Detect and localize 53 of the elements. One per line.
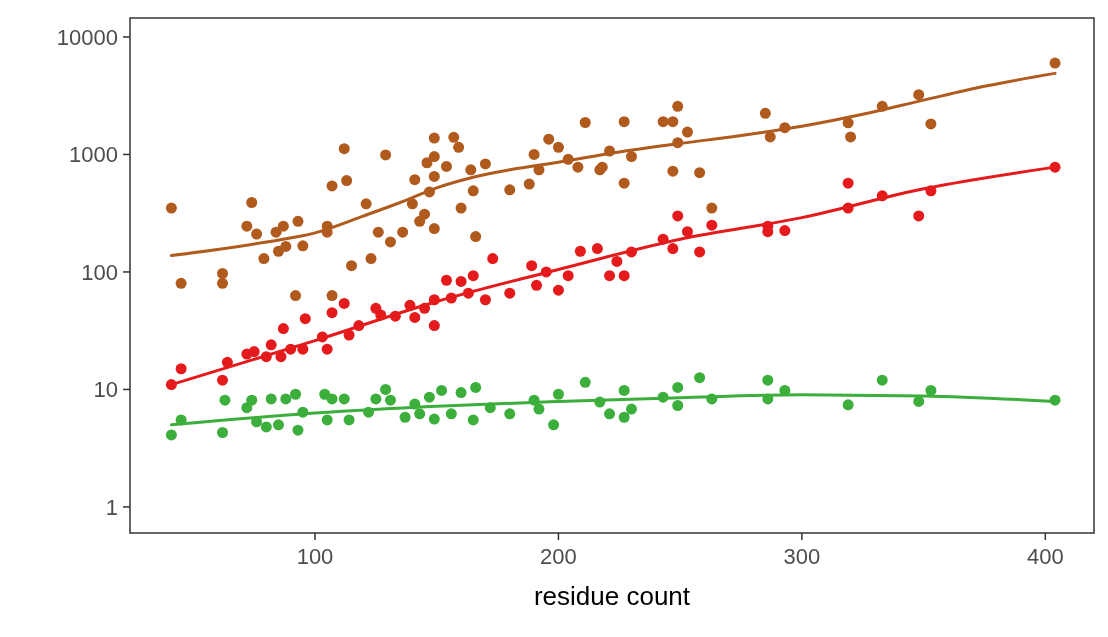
point bbox=[399, 411, 411, 423]
point bbox=[618, 411, 630, 423]
point bbox=[165, 429, 177, 441]
point bbox=[273, 419, 284, 431]
point bbox=[290, 388, 302, 400]
point bbox=[842, 399, 854, 411]
point bbox=[470, 381, 482, 393]
point bbox=[533, 403, 545, 415]
y-tick-label: 1000 bbox=[69, 142, 118, 168]
point bbox=[467, 414, 479, 426]
point bbox=[414, 408, 426, 420]
x-axis-title: residue count bbox=[533, 581, 691, 611]
point bbox=[672, 381, 684, 393]
point bbox=[548, 419, 560, 431]
point bbox=[292, 424, 304, 436]
point bbox=[423, 391, 435, 403]
point bbox=[428, 413, 440, 425]
point bbox=[579, 376, 591, 388]
point bbox=[343, 414, 355, 426]
point bbox=[455, 387, 467, 399]
x-tick-label: 200 bbox=[540, 544, 577, 569]
point bbox=[219, 394, 231, 406]
point bbox=[370, 393, 382, 405]
point bbox=[925, 384, 937, 396]
point bbox=[625, 403, 637, 415]
point bbox=[552, 388, 564, 400]
y-tick-label: 100 bbox=[81, 259, 118, 285]
point bbox=[604, 408, 616, 420]
point bbox=[672, 400, 684, 411]
point bbox=[445, 408, 457, 420]
x-tick-label: 100 bbox=[296, 544, 334, 569]
point bbox=[380, 383, 392, 395]
x-tick-label: 400 bbox=[1026, 544, 1064, 569]
point bbox=[694, 372, 706, 384]
point bbox=[265, 393, 277, 405]
y-tick-label: 1 bbox=[105, 494, 118, 520]
point bbox=[384, 394, 396, 406]
x-tick-label: 300 bbox=[783, 544, 821, 569]
point bbox=[280, 393, 292, 405]
point bbox=[260, 421, 272, 433]
point bbox=[876, 374, 888, 386]
point bbox=[762, 374, 774, 386]
point bbox=[504, 408, 516, 420]
point bbox=[338, 393, 350, 405]
point bbox=[217, 427, 229, 439]
y-tick-label: 10 bbox=[93, 377, 118, 403]
point bbox=[326, 393, 338, 405]
point bbox=[618, 384, 630, 396]
point bbox=[321, 414, 333, 426]
point bbox=[246, 394, 258, 406]
line-series bbox=[169, 71, 1057, 258]
point bbox=[436, 384, 448, 396]
y-tick-label: 10000 bbox=[56, 24, 118, 50]
